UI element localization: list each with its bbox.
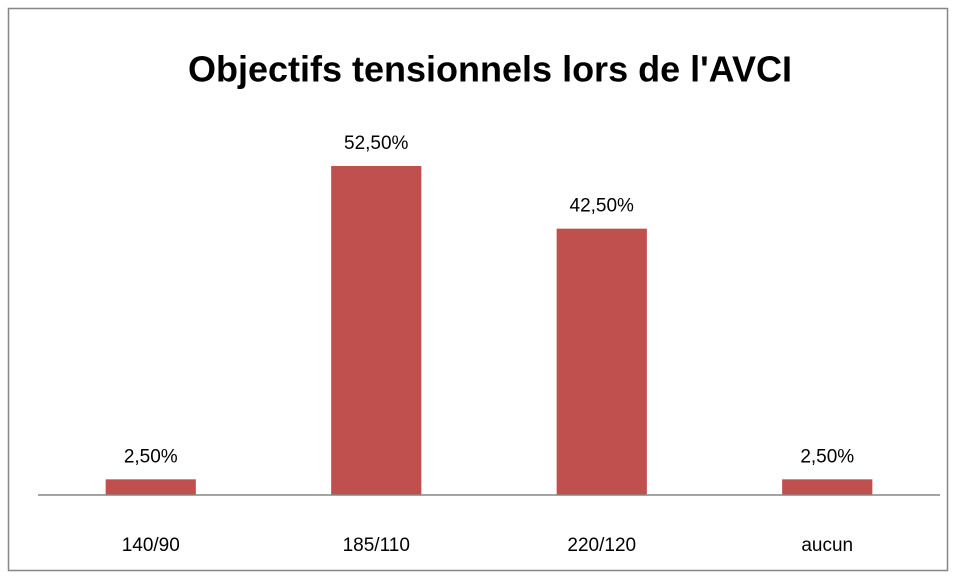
data-label: 2,50%: [800, 446, 854, 467]
data-label: 52,50%: [344, 133, 409, 154]
bar: [331, 166, 422, 495]
data-label: 42,50%: [570, 196, 635, 217]
x-tick-label: 220/120: [567, 535, 636, 556]
chart-title: Objectifs tensionnels lors de l'AVCI: [188, 49, 792, 90]
bar: [105, 479, 196, 495]
chart-frame: [7, 7, 949, 572]
data-label: 2,50%: [124, 446, 178, 467]
x-tick-label: 140/90: [122, 535, 180, 556]
x-tick-label: aucun: [801, 535, 853, 556]
bar: [782, 479, 873, 495]
x-tick-label: 185/110: [343, 535, 410, 556]
bar: [556, 228, 647, 495]
